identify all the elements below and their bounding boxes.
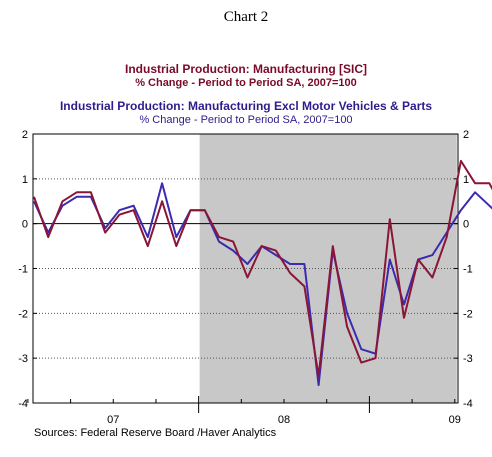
series-line-excl-motor-vehicles [33,182,492,387]
series-line-manufacturing [33,159,492,378]
y-tick-label-left: -4 [18,398,28,410]
x-tick-label: 09 [449,414,461,426]
y-tick-label-right: -3 [463,353,473,365]
y-tick-label-left: 1 [22,174,28,186]
chart-title: Industrial Production: Manufacturing [SI… [125,62,367,76]
y-tick-label-right: 1 [463,174,469,186]
chart-subtitle-2: % Change - Period to Period SA, 2007=100 [139,114,353,126]
y-tick-label-right: 0 [463,219,469,231]
chart-subtitle: % Change - Period to Period SA, 2007=100 [135,77,357,89]
y-tick-label-left: -1 [18,264,28,276]
y-tick-label-right: -4 [463,398,473,410]
y-tick-label-right: -1 [463,264,473,276]
x-tick-label: 07 [107,414,119,426]
y-tick-label-left: 0 [22,219,28,231]
y-tick-label-right: -2 [463,308,473,320]
source-note: Sources: Federal Reserve Board /Haver An… [34,427,277,439]
y-tick-label-left: -2 [18,308,28,320]
chart-number: Chart 2 [223,9,269,25]
chart-title-2: Industrial Production: Manufacturing Exc… [59,99,433,113]
y-tick-label-right: 2 [463,129,469,141]
y-tick-label-left: -3 [18,353,28,365]
y-tick-label-left: 2 [22,129,28,141]
recession-shading [199,134,457,403]
x-tick-label: 08 [278,414,290,426]
